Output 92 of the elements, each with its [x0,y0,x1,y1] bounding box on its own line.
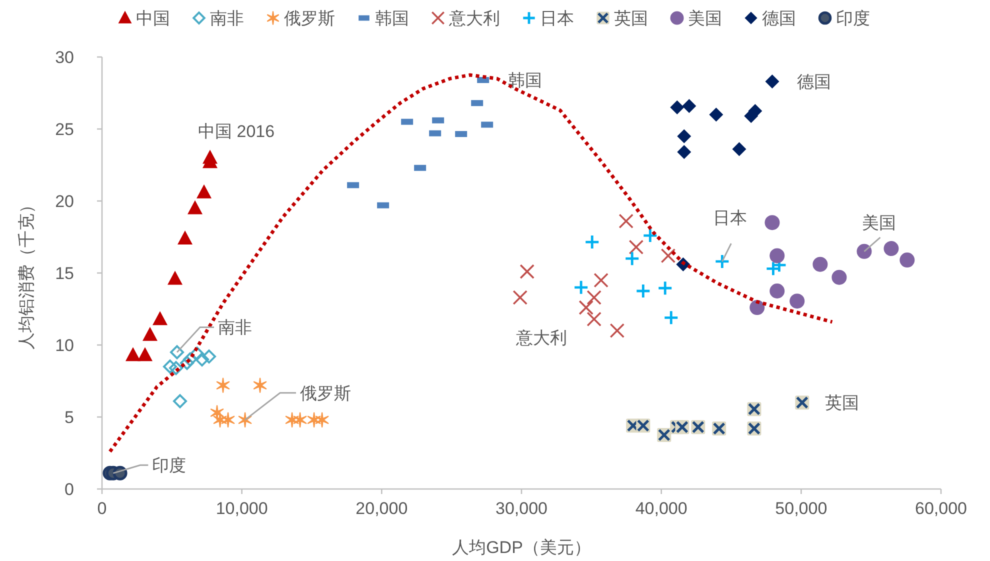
y-tick-label: 25 [55,120,74,139]
annotation: 德国 [797,72,832,92]
point [195,352,210,366]
point [624,250,640,266]
annotation: 中国 2016 [198,122,275,141]
point [578,300,594,315]
point [178,230,193,244]
point [216,378,230,393]
point [657,280,673,296]
point [293,412,307,428]
y-tick-label: 5 [64,408,74,427]
point [663,310,679,326]
legend-label: 德国 [762,9,796,28]
point [188,200,203,214]
annotation: 俄罗斯 [300,384,352,403]
point [670,100,684,114]
x-tick-label: 10,000 [216,499,268,518]
y-tick-label: 15 [55,264,74,283]
point [765,74,780,88]
point [126,347,140,362]
point [900,252,915,268]
annotation: 韩国 [508,71,542,90]
point [628,240,644,254]
point [635,283,651,299]
point [584,234,600,250]
point [618,214,634,229]
point [586,312,602,326]
legend-label: 南非 [210,9,244,28]
point [170,345,184,360]
x-tick-label: 60,000 [915,499,967,518]
point [586,290,602,305]
point [832,270,847,285]
y-axis-title: 人均铝消费（千克） [17,196,36,350]
point [138,347,153,362]
x-tick-label: 50,000 [775,499,828,518]
annotation: 美国 [862,213,896,232]
point [520,264,534,279]
point [682,98,696,113]
legend-label: 日本 [540,9,574,28]
x-axis-title: 人均GDP（美元） [452,538,591,557]
point [142,326,158,341]
y-tick-label: 20 [55,192,74,211]
point [714,254,730,270]
point [512,290,528,305]
point [221,412,235,428]
point [253,378,267,393]
legend-label: 美国 [688,9,722,28]
annotation: 日本 [713,208,748,228]
point [573,280,589,296]
point [856,244,872,259]
point [196,184,212,198]
point [677,145,692,160]
point [750,300,765,316]
x-tick-label: 0 [97,499,107,518]
legend-label: 中国 [136,9,170,28]
point [764,215,780,230]
point [660,248,676,264]
point [770,248,785,264]
point [884,241,899,256]
x-tick-label: 20,000 [356,499,408,518]
point [709,108,724,122]
y-tick-label: 0 [64,480,74,499]
point [173,394,188,408]
point [790,294,805,309]
point [732,142,746,156]
point [202,150,218,164]
point [169,361,184,376]
point [812,256,828,272]
legend-label: 韩国 [375,9,409,28]
legend-label: 英国 [614,9,648,28]
x-tick-label: 40,000 [635,499,688,518]
legend-label: 意大利 [448,9,500,28]
point [770,284,785,298]
point [180,356,194,370]
x-tick-label: 30,000 [496,499,548,518]
point [677,129,692,144]
point [152,311,168,326]
legend-label: 印度 [836,9,870,28]
point [163,360,178,374]
point [642,228,658,244]
annotation: 英国 [825,394,860,413]
annotation: 意大利 [515,328,568,348]
point [202,350,216,364]
point [168,270,183,285]
point [594,272,608,288]
y-tick-label: 10 [55,336,74,355]
annotation: 南非 [218,318,252,338]
point [315,412,329,428]
y-tick-label: 30 [55,48,74,67]
legend-label: 俄罗斯 [284,9,335,28]
annotation: 印度 [152,456,186,476]
point [610,323,625,338]
